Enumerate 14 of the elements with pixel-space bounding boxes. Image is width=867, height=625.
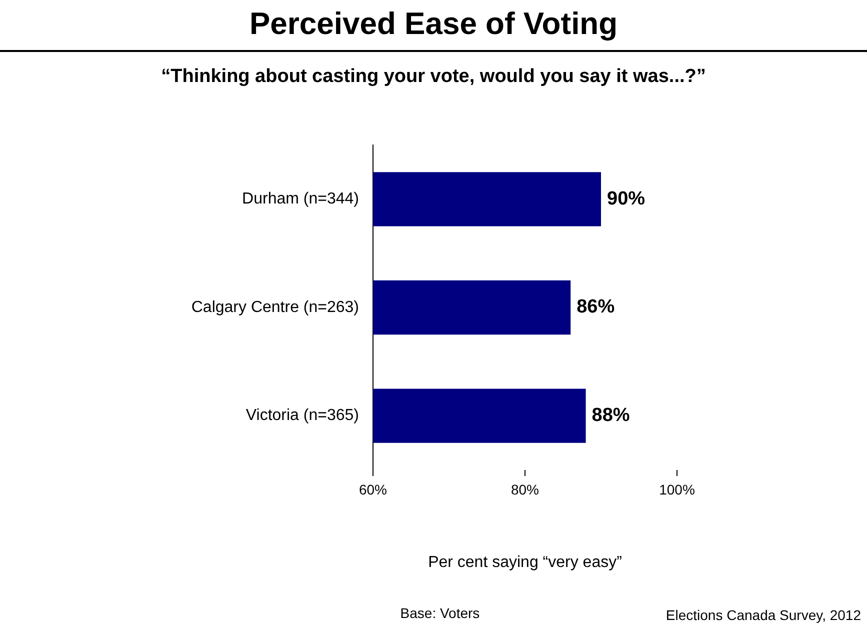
x-tick-label: 60%: [358, 481, 388, 498]
y-tick-label: Calgary Centre (n=263): [191, 298, 359, 316]
chart-title: Perceived Ease of Voting: [248, 6, 619, 42]
text: Base: Voters: [399, 605, 481, 621]
x-tick-label: 100%: [659, 481, 695, 498]
data-label: 90%: [607, 188, 646, 210]
data-label: 86%: [576, 296, 615, 318]
y-tick-label: Victoria (n=365): [246, 407, 359, 424]
chart-subtitle: “Thinking about casting your vote, would you say it was...?”: [160, 66, 707, 88]
text: Elections Canada Survey, 2012: [666, 607, 861, 623]
x-axis-title: Per cent saying “very easy”: [427, 554, 623, 572]
data-label: 88%: [592, 405, 630, 426]
y-tick-label: Durham (n=344): [242, 190, 359, 208]
x-tick-label: 80%: [510, 481, 540, 498]
